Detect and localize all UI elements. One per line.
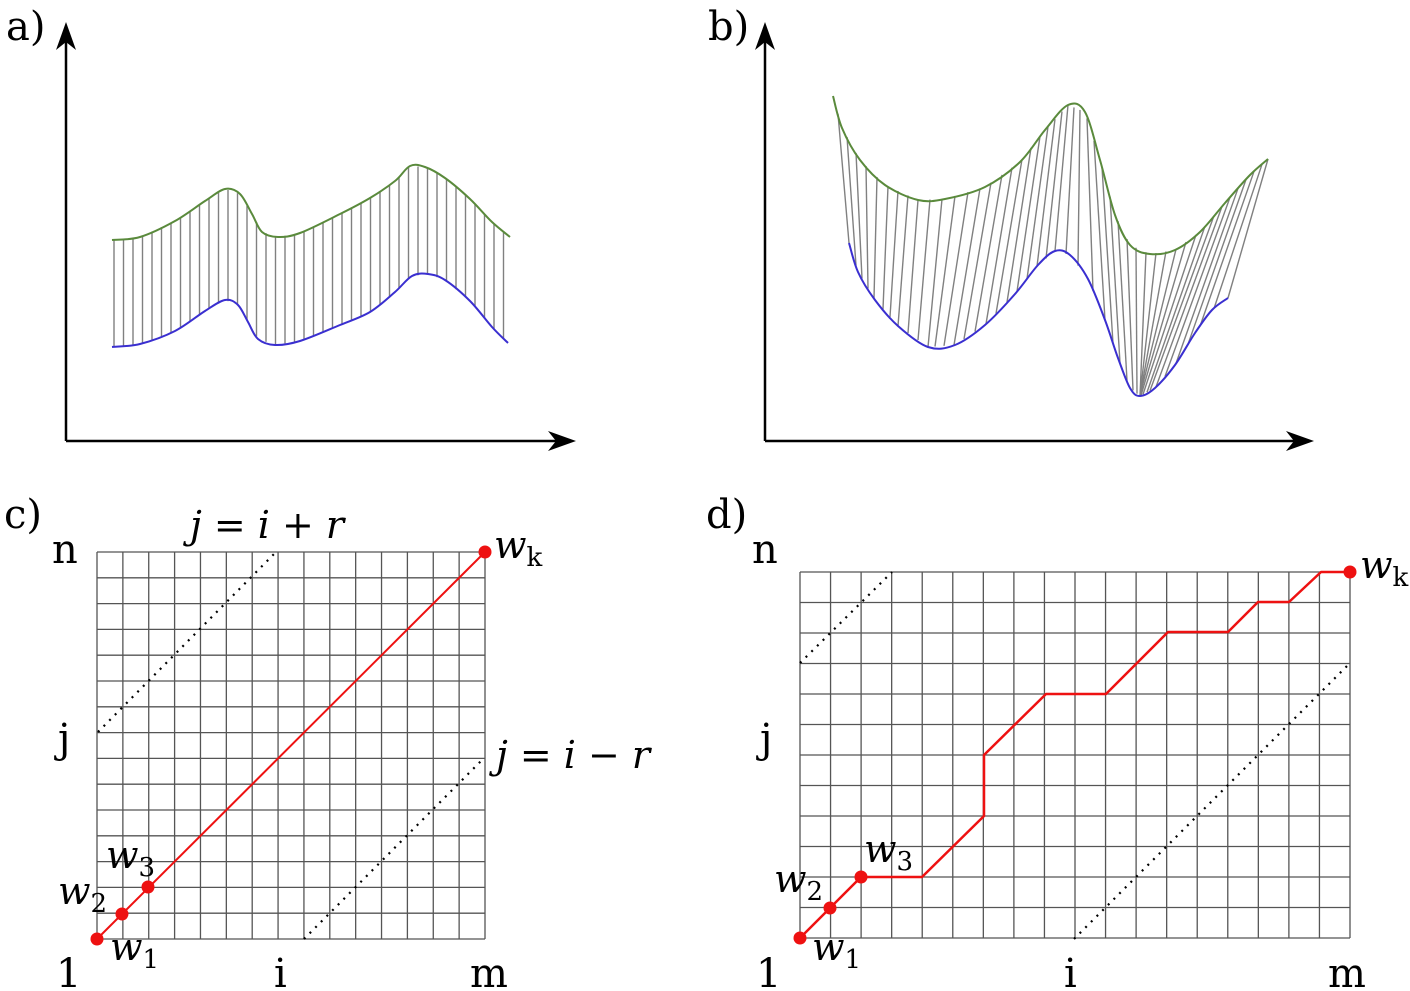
panel-b-alignment-line [1109, 196, 1121, 364]
panel-c-point-w2 [115, 907, 129, 921]
panel-b-alignment-line [1187, 179, 1247, 345]
panel-d-label-w1: w1 [812, 925, 861, 975]
panel-d: d) n j 1 i m w1 w2 w3 wk [706, 492, 1409, 991]
panel-b-alignment-lines [837, 104, 1269, 397]
panel-b-alignment-line [1149, 215, 1215, 391]
panel-c-y-top-label: n [52, 527, 78, 573]
panel-d-y-top-label: n [752, 527, 778, 573]
panel-b-alignment-line [953, 188, 981, 346]
panel-b-alignment-line [927, 199, 943, 348]
panel-b-alignment-line [1077, 109, 1081, 266]
panel-d-point-w3 [854, 870, 868, 884]
panel-c-point-wk [478, 545, 492, 559]
panel-b-alignment-line [1175, 188, 1239, 364]
panel-b-label: b) [708, 4, 749, 50]
panel-b-alignment-line [1093, 140, 1106, 321]
panel-b-alignment-line [1139, 251, 1167, 397]
panel-c-lower-band-line [303, 757, 485, 940]
panel-c-point-w1 [90, 932, 104, 946]
panel-d-point-w2 [823, 901, 837, 915]
panel-b-alignment-line [1139, 249, 1177, 397]
panel-b-alignment-line [1026, 126, 1049, 279]
panel-b-alignment-line [1045, 111, 1063, 259]
panel-b-alignment-line [974, 174, 1003, 332]
panel-b-alignment-line [995, 159, 1023, 314]
panel-d-cost-grid [799, 571, 1351, 939]
panel-b-alignment-line [1227, 158, 1269, 299]
panel-b-alignment-line [934, 195, 956, 347]
panel-a-upper-series [111, 163, 511, 241]
panel-c-x-mid-label: i [274, 951, 287, 991]
panel-c-x-start-label: 1 [56, 951, 81, 991]
panel-a-lower-series [111, 272, 509, 348]
panel-b-alignment-line [882, 186, 889, 310]
panel-b-alignment-line [907, 199, 919, 334]
panel-b-alignment-line [1199, 171, 1255, 327]
panel-b-alignment-line [1135, 247, 1138, 394]
panel-b-alignment-line [963, 182, 992, 340]
panel-b-alignment-line [897, 195, 909, 327]
panel-d-label: d) [706, 492, 747, 538]
panel-d-warping-path [799, 570, 1350, 939]
panel-b-alignment-line [1140, 241, 1187, 396]
panel-c-label-w3: w3 [106, 833, 155, 883]
panel-c: c) n j 1 i m j = i + r j = i − r w1 w2 w… [4, 492, 653, 991]
panel-c-y-mid-label: j [54, 716, 70, 762]
panel-b-alignment-line [855, 152, 863, 279]
panel-b-alignment-line [837, 113, 850, 244]
panel-d-y-mid-label: j [756, 716, 772, 762]
panel-b-alignment-line [985, 167, 1013, 325]
panel-d-x-start-label: 1 [756, 951, 781, 991]
panel-c-label-wk: wk [494, 523, 543, 573]
panel-b-alignment-line [1101, 167, 1114, 344]
panel-b-alignment-line [1213, 164, 1263, 309]
panel-c-cost-grid [96, 551, 486, 940]
panel-c-upper-band-label: j = i + r [183, 503, 347, 547]
panel-b-alignment-line [1139, 252, 1147, 397]
panel-b-lower-series [848, 242, 1229, 398]
panel-c-warping-path [96, 551, 486, 940]
panel-d-upper-band-line [799, 571, 893, 664]
panel-b-alignment-line [917, 199, 931, 341]
panel-b-alignment-line [1006, 147, 1032, 303]
panel-d-label-w2: w2 [774, 857, 823, 907]
panel-b-alignment-line [1054, 104, 1069, 252]
panel-c-point-w3 [141, 880, 155, 894]
panel-b-alignment-line [873, 176, 878, 299]
panel-d-lower-band-line [1073, 662, 1351, 940]
panel-b-alignment-line [1164, 197, 1231, 377]
panel-c-lower-band-label: j = i − r [489, 733, 653, 777]
panel-d-x-mid-label: i [1064, 951, 1077, 991]
panel-c-upper-band-line [97, 551, 277, 733]
panel-b: b) [708, 4, 1314, 451]
panel-d-point-w1 [793, 931, 807, 945]
panel-b-alignment-line [846, 136, 857, 266]
panel-a: a) [6, 4, 576, 451]
panel-b-alignment-line [1117, 220, 1128, 381]
panel-a-label: a) [6, 4, 45, 50]
panel-d-point-wk [1343, 565, 1357, 579]
panel-c-label-w1: w1 [110, 925, 159, 975]
panel-b-alignment-line [1142, 234, 1197, 395]
panel-d-x-end-label: m [1328, 951, 1366, 991]
panel-d-label-w3: w3 [864, 827, 913, 877]
panel-b-alignment-line [1036, 119, 1056, 267]
panel-b-alignment-line [1155, 206, 1223, 388]
panel-b-alignment-line [1086, 118, 1094, 292]
panel-b-alignment-line [943, 191, 969, 346]
panel-b-upper-series [832, 95, 1269, 256]
panel-c-x-end-label: m [470, 951, 508, 991]
panel-b-alignment-line [865, 165, 869, 289]
panel-c-label: c) [4, 492, 42, 538]
panel-a-alignment-lines [113, 166, 505, 347]
panel-b-alignment-line [1016, 136, 1041, 292]
panel-b-alignment-line [1146, 225, 1206, 393]
panel-b-alignment-line [1065, 107, 1075, 254]
panel-b-alignment-line [889, 190, 899, 318]
panel-b-alignment-line [1139, 252, 1157, 397]
panel-d-label-wk: wk [1360, 543, 1409, 593]
panel-c-label-w2: w2 [58, 869, 107, 919]
panel-b-alignment-line [1126, 238, 1134, 391]
